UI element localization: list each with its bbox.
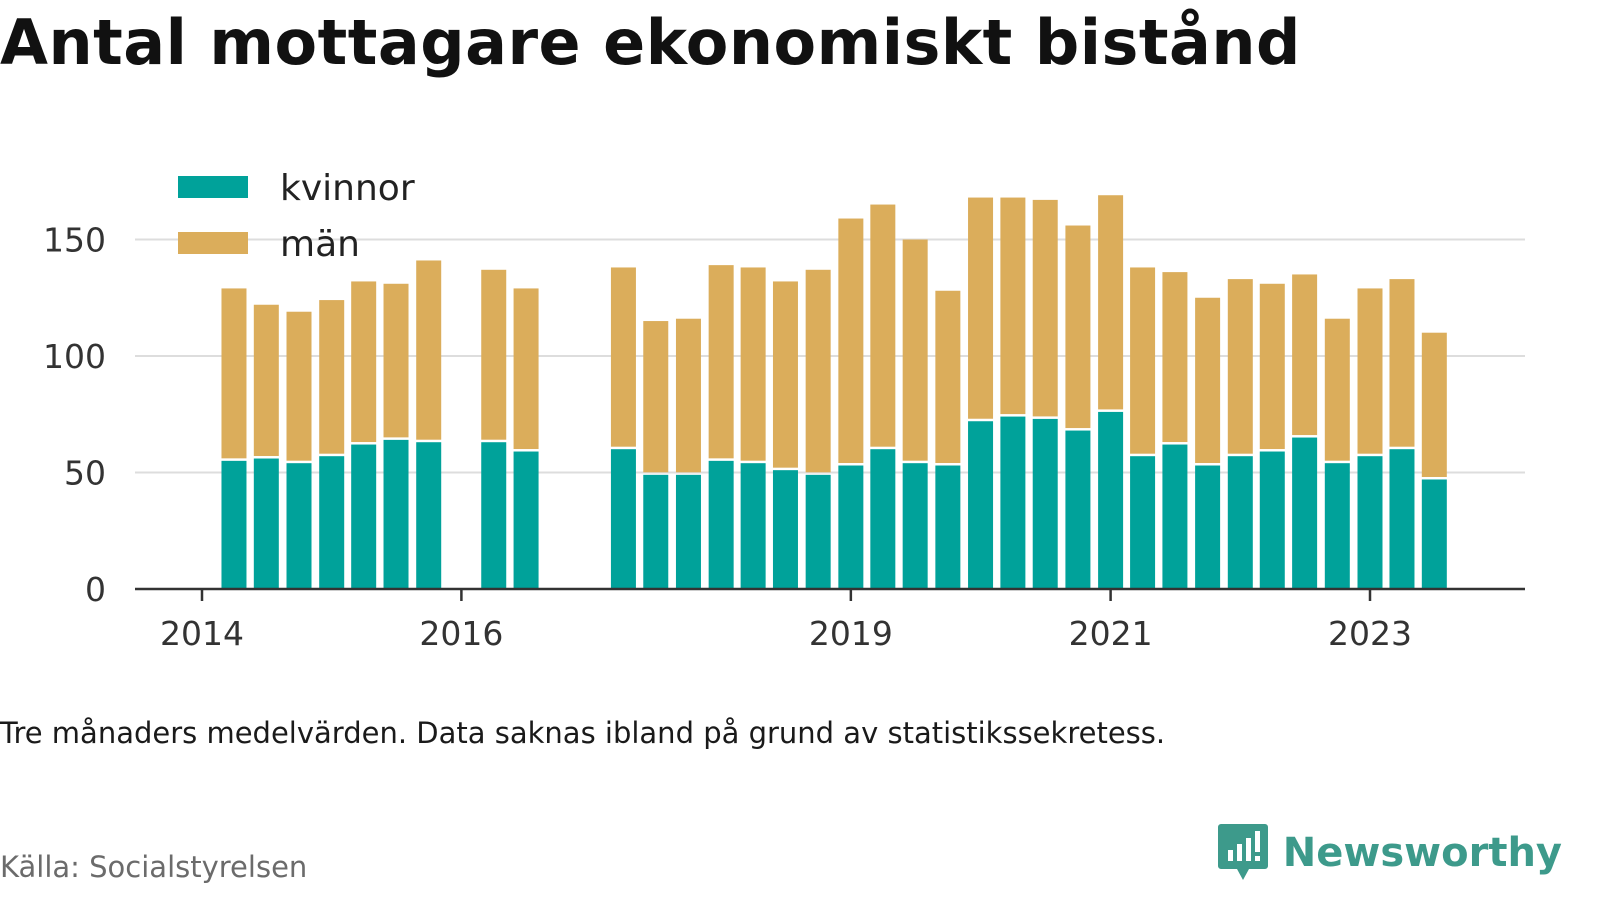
y-tick-label: 100 [43, 337, 106, 376]
source-text: Källa: Socialstyrelsen [0, 850, 308, 884]
bar-man [1000, 197, 1026, 415]
chart-title: Antal mottagare ekonomiskt bistånd [0, 6, 1301, 79]
bar-man [253, 304, 279, 457]
bar-kvinnor [383, 439, 409, 589]
bar-kvinnor [935, 465, 961, 589]
bar-kvinnor [481, 442, 507, 589]
bar-man [643, 321, 669, 473]
bar-kvinnor [740, 463, 766, 589]
bar-kvinnor [1000, 416, 1026, 589]
x-tick-label: 2014 [160, 614, 244, 653]
bar-man [513, 288, 539, 450]
bar-kvinnor [1227, 456, 1253, 589]
bar-man [416, 260, 442, 440]
legend: kvinnor män [178, 168, 415, 265]
bar-man [1227, 279, 1253, 454]
y-tick-label: 50 [64, 454, 106, 493]
bar-kvinnor [1324, 463, 1350, 589]
bar-kvinnor [643, 474, 669, 589]
bar-man [1130, 267, 1156, 454]
bar-man [383, 283, 409, 438]
y-axis: 0 50 100 150 [43, 221, 106, 610]
bar-chart: 2014 2016 2019 2021 2023 0 50 100 150 kvinnor mä… [43, 168, 1525, 653]
x-tick-label: 2016 [419, 614, 503, 653]
bar-man [1389, 279, 1415, 447]
bar-man [935, 290, 961, 464]
bar-man [610, 267, 636, 447]
bar-kvinnor [610, 449, 636, 589]
bar-man [1421, 332, 1447, 477]
bar-man [286, 311, 312, 461]
bar-kvinnor [351, 444, 377, 589]
y-tick-label: 150 [43, 221, 106, 260]
bar-man [675, 318, 701, 473]
bar-man [1065, 225, 1091, 429]
bar-kvinnor [513, 451, 539, 589]
bar-kvinnor [1032, 418, 1058, 589]
bar-man [838, 218, 864, 464]
x-tick-label: 2021 [1069, 614, 1153, 653]
bar-man [740, 267, 766, 461]
y-tick-label: 0 [85, 570, 106, 609]
bar-kvinnor [1195, 465, 1221, 589]
bar-kvinnor [772, 470, 798, 589]
bar-kvinnor [805, 474, 831, 589]
bar-kvinnor [1389, 449, 1415, 589]
brand-logo[interactable]: Newsworthy [1217, 822, 1562, 884]
bar-man [1324, 318, 1350, 461]
bar-man [351, 281, 377, 443]
bar-man [1357, 288, 1383, 454]
bar-man [870, 204, 896, 447]
bar-man [1195, 297, 1221, 464]
bar-kvinnor [416, 442, 442, 589]
newsworthy-logo-icon [1217, 824, 1268, 880]
bar-kvinnor [1130, 456, 1156, 589]
bar-kvinnor [1421, 479, 1447, 589]
bar-man [1032, 199, 1058, 417]
legend-label: kvinnor [280, 168, 415, 209]
bar-man [1259, 283, 1285, 450]
bar-man [1292, 274, 1318, 436]
bar-kvinnor [1065, 430, 1091, 589]
bar-kvinnor [675, 474, 701, 589]
bar-kvinnor [253, 458, 279, 589]
bar-man [968, 197, 994, 419]
legend-item-man[interactable]: män [178, 224, 360, 265]
bar-kvinnor [1162, 444, 1188, 589]
bars [221, 195, 1447, 589]
bar-man [805, 269, 831, 473]
bar-man [221, 288, 247, 459]
bar-kvinnor [708, 460, 734, 589]
bar-kvinnor [1357, 456, 1383, 589]
bar-kvinnor [902, 463, 928, 589]
bar-man [481, 269, 507, 440]
bar-man [708, 265, 734, 459]
bar-man [1162, 272, 1188, 443]
bar-kvinnor [870, 449, 896, 589]
bar-kvinnor [1259, 451, 1285, 589]
brand-name: Newsworthy [1282, 830, 1562, 876]
bar-man [772, 281, 798, 468]
bar-kvinnor [968, 421, 994, 589]
chart-note: Tre månaders medelvärden. Data saknas ib… [0, 716, 1166, 750]
bar-kvinnor [221, 460, 247, 589]
legend-swatch [178, 232, 248, 254]
legend-label: män [280, 224, 360, 265]
x-axis: 2014 2016 2019 2021 2023 [135, 587, 1525, 653]
bar-man [902, 239, 928, 461]
x-tick-label: 2023 [1328, 614, 1412, 653]
legend-swatch [178, 176, 248, 198]
legend-item-kvinnor[interactable]: kvinnor [178, 168, 415, 209]
bar-kvinnor [286, 463, 312, 589]
x-tick-label: 2019 [809, 614, 893, 653]
bar-kvinnor [838, 465, 864, 589]
bar-kvinnor [1098, 411, 1124, 589]
bar-man [319, 300, 345, 454]
bar-kvinnor [319, 456, 345, 589]
bar-kvinnor [1292, 437, 1318, 589]
bar-man [1098, 195, 1124, 410]
